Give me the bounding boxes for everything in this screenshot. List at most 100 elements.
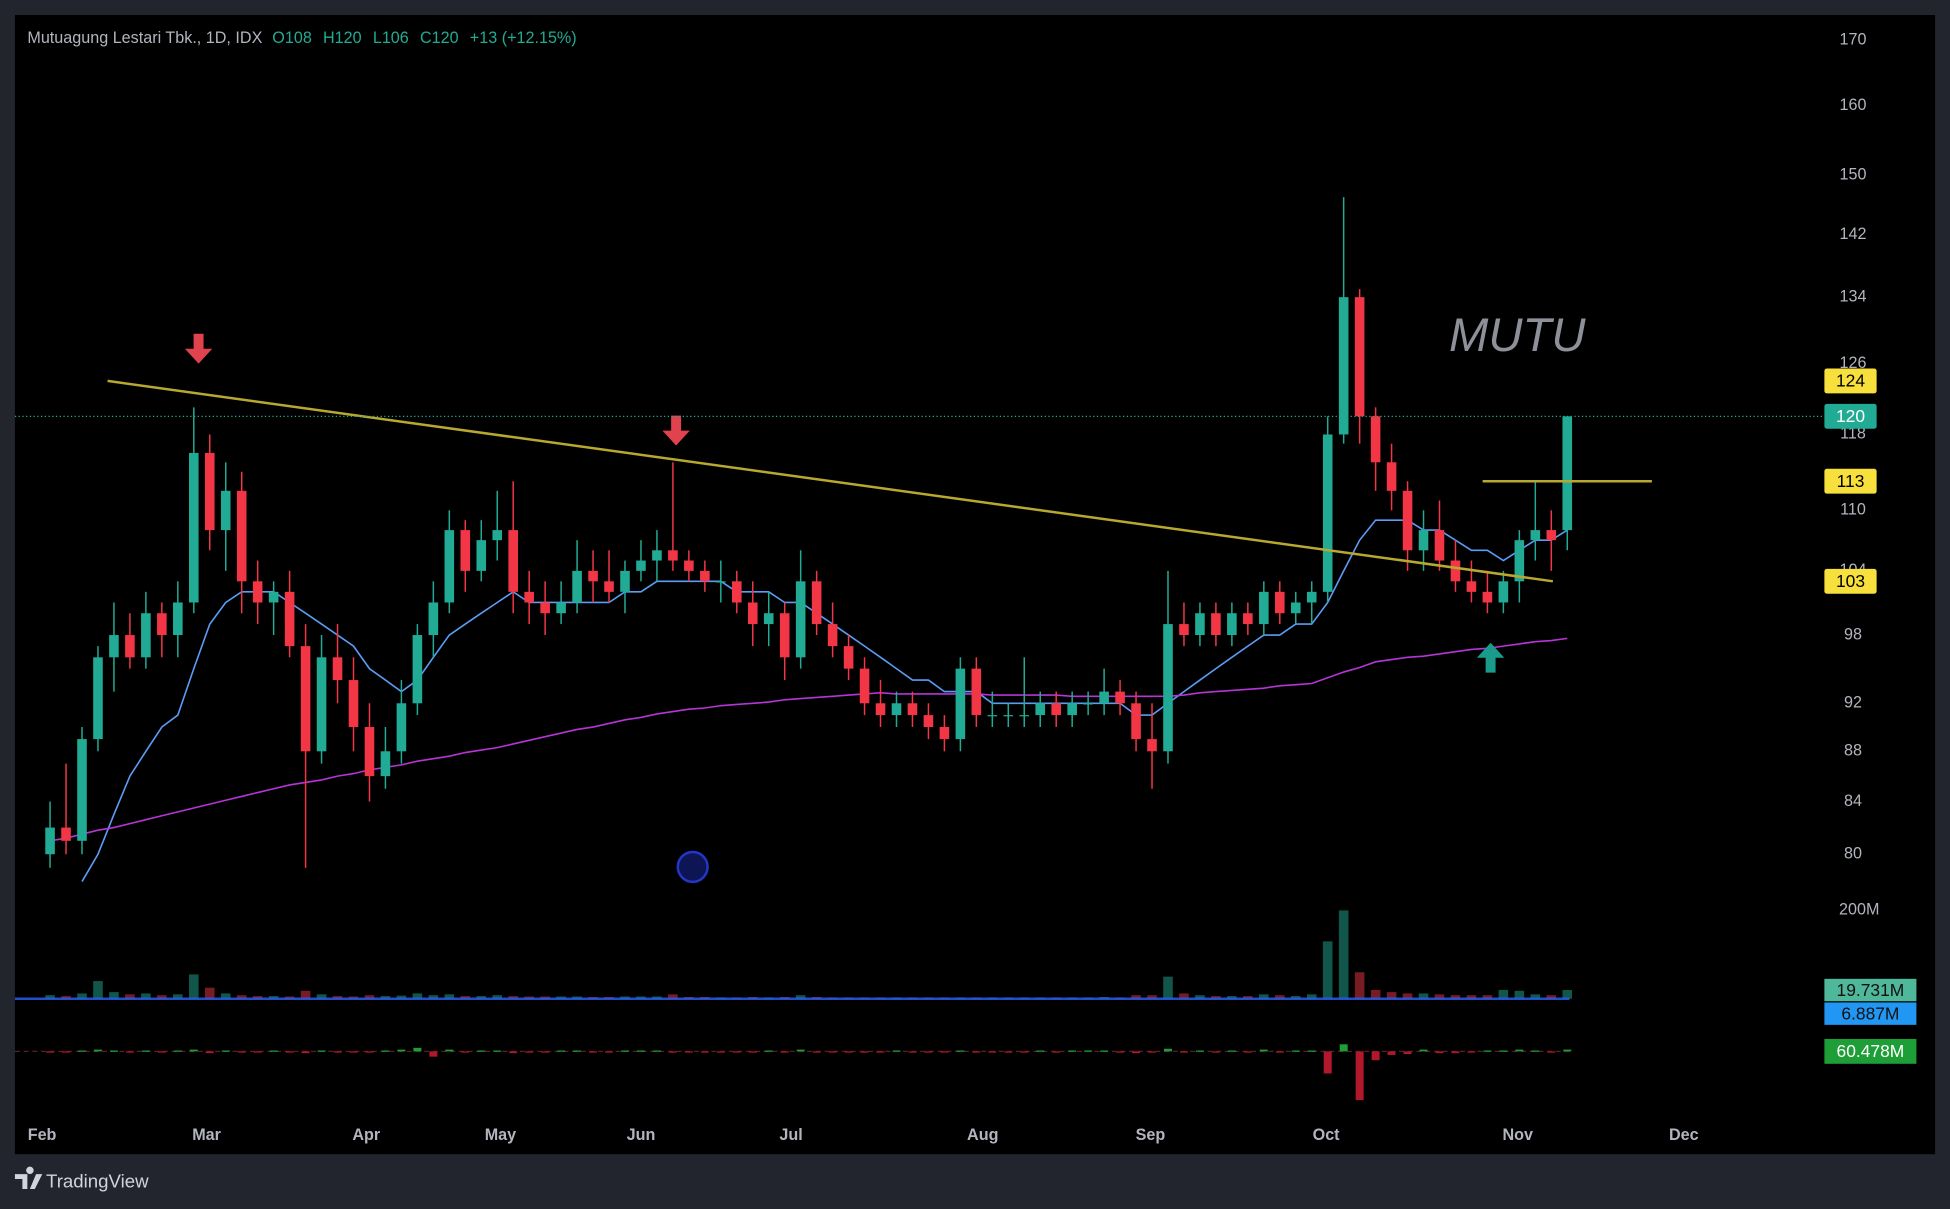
volume-bar <box>1482 995 1493 999</box>
volume-bar <box>1179 993 1189 999</box>
candle-body <box>891 703 902 716</box>
moving-average <box>81 519 1568 882</box>
candle-body <box>1003 715 1014 717</box>
candle-body <box>316 657 327 752</box>
oscillator-bar <box>1275 1051 1284 1053</box>
candle-body <box>636 560 646 571</box>
candle-body <box>1195 613 1205 636</box>
candle-body <box>204 452 215 531</box>
oscillator-bar <box>1004 1051 1013 1053</box>
oscillator-bar <box>557 1050 566 1052</box>
oscillator-bar <box>429 1051 438 1057</box>
oscillator-bar <box>1563 1049 1572 1052</box>
candle-body <box>1179 624 1189 636</box>
volume-bar <box>157 995 167 999</box>
y-tick-label: 126 <box>1840 354 1867 372</box>
x-tick-label: Aug <box>967 1126 998 1144</box>
oscillator-bar <box>285 1051 294 1053</box>
volume-bar <box>77 993 87 999</box>
oscillator-bar <box>493 1050 502 1052</box>
oscillator-bar <box>1291 1050 1300 1052</box>
volume-bar <box>1243 996 1253 999</box>
oscillator-bar <box>1020 1051 1029 1053</box>
volume-bar <box>125 994 135 999</box>
volume-bar <box>1466 995 1477 999</box>
y-tick-label: 142 <box>1840 225 1867 243</box>
candle-body <box>396 703 407 752</box>
oscillator-bar <box>732 1051 741 1053</box>
oscillator-bar <box>589 1051 598 1053</box>
oscillator-bar <box>509 1051 518 1054</box>
oscillator-bar <box>573 1050 582 1052</box>
oscillator-bar <box>860 1051 869 1053</box>
volume-bar <box>1562 990 1573 999</box>
ohlc-value: C120 <box>420 29 459 47</box>
candle-body <box>1546 530 1557 541</box>
candle-body <box>652 550 662 561</box>
volume-bar <box>173 994 183 999</box>
volume-bar <box>1386 992 1397 999</box>
oscillator-bar <box>1179 1051 1188 1053</box>
volume-bar <box>1402 993 1413 999</box>
candle-body <box>1482 591 1493 603</box>
candle-body <box>731 581 742 603</box>
candle-body <box>1418 530 1429 551</box>
watermark: MUTU <box>1449 309 1586 362</box>
ohlc-value: +13 (+12.15%) <box>470 29 577 47</box>
price-tag <box>1824 368 1877 394</box>
oscillator-bar <box>876 1051 885 1053</box>
oscillator-bar <box>1419 1049 1428 1052</box>
oscillator-tag <box>1824 1038 1917 1064</box>
volume-bar <box>460 996 471 999</box>
oscillator-bar <box>636 1050 645 1052</box>
candle-body <box>1434 530 1445 561</box>
candle-body <box>907 703 918 716</box>
candle-body <box>444 530 455 603</box>
candle-body <box>236 490 247 582</box>
volume-bar <box>1354 972 1365 999</box>
volume-bar <box>1147 995 1157 999</box>
price-tag-label: 103 <box>1836 571 1865 591</box>
candle-body <box>1035 703 1046 716</box>
oscillator-bar <box>1100 1050 1109 1052</box>
oscillator-bar <box>764 1050 773 1052</box>
brand-logo: TradingView <box>14 1166 149 1192</box>
oscillator-bar <box>141 1050 150 1052</box>
volume-bar <box>1131 995 1141 999</box>
candle-body <box>1386 462 1397 491</box>
annotation-arrow <box>184 333 213 364</box>
oscillator-bar <box>365 1051 374 1053</box>
volume-bar <box>476 996 487 999</box>
oscillator-bar <box>844 1051 853 1053</box>
symbol-title: Mutuagung Lestari Tbk., 1D, IDX <box>27 29 262 47</box>
oscillator-bar <box>1531 1050 1540 1052</box>
oscillator-bar <box>1164 1048 1172 1052</box>
candle-body <box>460 530 471 571</box>
candle-body <box>604 581 614 592</box>
oscillator-bar <box>1483 1050 1492 1052</box>
candle-body <box>508 530 518 592</box>
candle-body <box>875 703 886 716</box>
volume-bar <box>141 993 151 999</box>
oscillator-bar <box>1435 1051 1444 1054</box>
candle-body <box>1290 602 1301 614</box>
y-tick-label: 118 <box>1840 425 1866 443</box>
volume-bar <box>668 994 678 999</box>
candle-body <box>1338 297 1349 435</box>
oscillator-tag-label: 60.478M <box>1837 1041 1905 1061</box>
oscillator-bar <box>956 1050 965 1052</box>
x-tick-label: May <box>485 1126 516 1144</box>
candle-body <box>189 452 199 603</box>
y-tick-label: 134 <box>1840 287 1867 305</box>
oscillator-bar <box>828 1051 837 1053</box>
ohlc-value: O108 <box>272 29 312 47</box>
volume-bar <box>1338 910 1349 999</box>
event-marker[interactable] <box>676 850 709 884</box>
candle-body <box>1306 591 1317 603</box>
candle-body <box>77 739 87 841</box>
oscillator-bar <box>173 1050 182 1052</box>
candle-body <box>1562 416 1573 531</box>
volume-bar <box>1274 995 1285 999</box>
price-tag-label: 120 <box>1836 406 1865 426</box>
